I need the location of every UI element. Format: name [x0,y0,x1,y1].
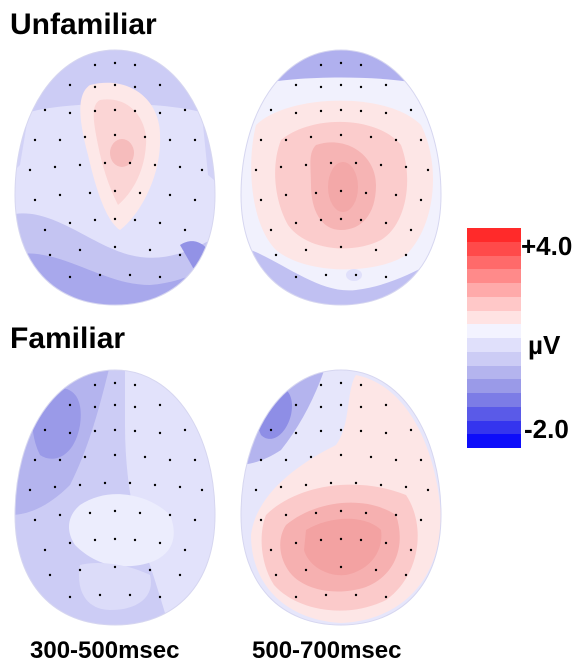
colorbar-segment [467,420,521,435]
colorbar-max-label: +4.0 [521,231,573,261]
colorbar-segment [467,338,521,352]
colorbar-segment [467,351,521,366]
row-title-familiar: Familiar [10,322,126,355]
colorbar-segment [467,365,521,380]
colorbar-segment [467,406,521,421]
colorbar-segment [467,228,521,242]
colorbar-segment [467,393,521,407]
colorbar-segment [467,379,521,393]
topomap-familiar-300-500 [10,365,220,630]
colorbar-segment [467,269,521,283]
colorbar-segment [467,296,521,311]
colorbar-segment [467,255,521,270]
column-label-300-500: 300-500msec [30,637,180,664]
colorbar-unit-label: µV [528,330,561,360]
topomap-familiar-500-700 [236,365,446,630]
colorbar [467,228,521,448]
column-label-500-700: 500-700msec [252,637,402,664]
colorbar-segment [467,241,521,256]
topomap-unfamiliar-500-700 [236,45,446,310]
row-title-unfamiliar: Unfamiliar [10,8,157,41]
colorbar-segment [467,434,521,448]
topomap-unfamiliar-300-500 [10,45,220,310]
colorbar-segment [467,324,521,338]
colorbar-segment [467,283,521,297]
colorbar-min-label: -2.0 [524,414,569,444]
colorbar-segment [467,310,521,325]
